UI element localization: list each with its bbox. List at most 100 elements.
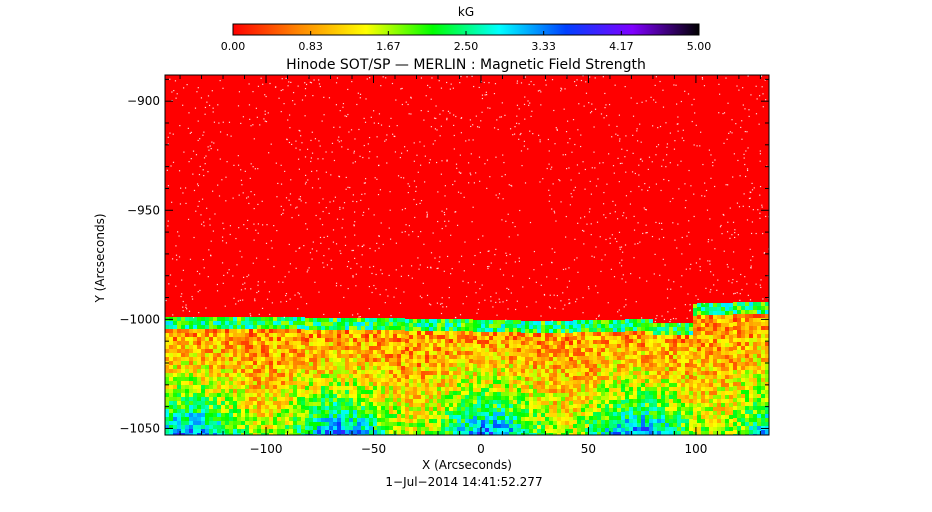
heatmap-cell [209, 421, 213, 425]
heatmap-cell [453, 323, 457, 327]
heatmap-cell [253, 341, 257, 345]
heatmap-cell [313, 422, 317, 426]
heatmap-cell [593, 368, 597, 372]
heatmap-cell [593, 404, 597, 408]
heatmap-cell [453, 363, 457, 367]
heatmap-cell [201, 405, 205, 409]
heatmap-cell [481, 356, 485, 360]
heatmap-cell [441, 375, 445, 379]
heatmap-cell [657, 335, 661, 339]
heatmap-cell [565, 365, 569, 369]
heatmap-cell [725, 399, 729, 403]
heatmap-cell [645, 403, 649, 407]
heatmap-cell [337, 394, 341, 398]
heatmap-cell [617, 344, 621, 348]
heatmap-cell [653, 335, 657, 339]
noise-speck [589, 180, 591, 183]
heatmap-cell [217, 317, 221, 321]
heatmap-cell [257, 433, 261, 435]
heatmap-cell [349, 350, 353, 354]
noise-speck [299, 196, 302, 198]
heatmap-cell [413, 319, 417, 323]
heatmap-cell [525, 413, 529, 417]
heatmap-cell [393, 334, 397, 338]
heatmap-cell [261, 389, 265, 393]
noise-speck [514, 308, 517, 311]
heatmap-cell [393, 422, 397, 426]
heatmap-cell [205, 393, 209, 397]
heatmap-cell [529, 377, 533, 381]
heatmap-cell [765, 418, 769, 422]
heatmap-cell [441, 395, 445, 399]
heatmap-cell [505, 380, 509, 384]
heatmap-cell [337, 410, 341, 414]
heatmap-cell [489, 376, 493, 380]
heatmap-cell [261, 353, 265, 357]
heatmap-cell [213, 349, 217, 353]
heatmap-cell [205, 385, 209, 389]
heatmap-cell [681, 407, 685, 411]
heatmap-cell [325, 422, 329, 426]
heatmap-cell [245, 325, 249, 329]
heatmap-cell [353, 386, 357, 390]
heatmap-cell [329, 382, 333, 386]
heatmap-cell [449, 387, 453, 391]
heatmap-cell [673, 423, 677, 427]
heatmap-cell [241, 337, 245, 341]
heatmap-cell [353, 418, 357, 422]
heatmap-cell [397, 346, 401, 350]
heatmap-cell [433, 331, 437, 335]
noise-speck [639, 158, 642, 160]
heatmap-cell [457, 399, 461, 403]
heatmap-cell [501, 404, 505, 408]
heatmap-cell [669, 427, 673, 431]
heatmap-cell [169, 345, 173, 349]
heatmap-cell [377, 338, 381, 342]
heatmap-cell [613, 392, 617, 396]
heatmap-cell [405, 391, 409, 395]
heatmap-cell [397, 418, 401, 422]
heatmap-cell [501, 392, 505, 396]
heatmap-cell [541, 377, 545, 381]
heatmap-cell [481, 384, 485, 388]
heatmap-cell [193, 389, 197, 393]
heatmap-cell [237, 405, 241, 409]
heatmap-cell [585, 420, 589, 424]
heatmap-cell [289, 397, 293, 401]
heatmap-cell [453, 375, 457, 379]
heatmap-cell [301, 345, 305, 349]
heatmap-cell [385, 382, 389, 386]
heatmap-cell [757, 386, 761, 390]
heatmap-cell [345, 422, 349, 426]
heatmap-cell [597, 400, 601, 404]
heatmap-cell [477, 400, 481, 404]
heatmap-cell [169, 401, 173, 405]
heatmap-cell [377, 358, 381, 362]
heatmap-cell [477, 396, 481, 400]
heatmap-cell [609, 404, 613, 408]
heatmap-cell [201, 321, 205, 325]
heatmap-cell [281, 357, 285, 361]
heatmap-cell [705, 431, 709, 435]
heatmap-cell [629, 351, 633, 355]
heatmap-cell [509, 432, 513, 435]
heatmap-cell [709, 411, 713, 415]
heatmap-cell [537, 365, 541, 369]
heatmap-cell [413, 403, 417, 407]
noise-speck [492, 306, 494, 308]
heatmap-cell [289, 429, 293, 433]
heatmap-cell [713, 407, 717, 411]
heatmap-cell [201, 385, 205, 389]
heatmap-cell [449, 427, 453, 431]
heatmap-cell [597, 416, 601, 420]
heatmap-cell [657, 415, 661, 419]
heatmap-cell [681, 375, 685, 379]
noise-speck [530, 115, 532, 117]
heatmap-cell [165, 397, 169, 401]
noise-speck [512, 275, 514, 277]
heatmap-cell [325, 358, 329, 362]
heatmap-cell [277, 317, 281, 321]
heatmap-cell [253, 361, 257, 365]
heatmap-cell [733, 414, 737, 418]
heatmap-cell [701, 395, 705, 399]
